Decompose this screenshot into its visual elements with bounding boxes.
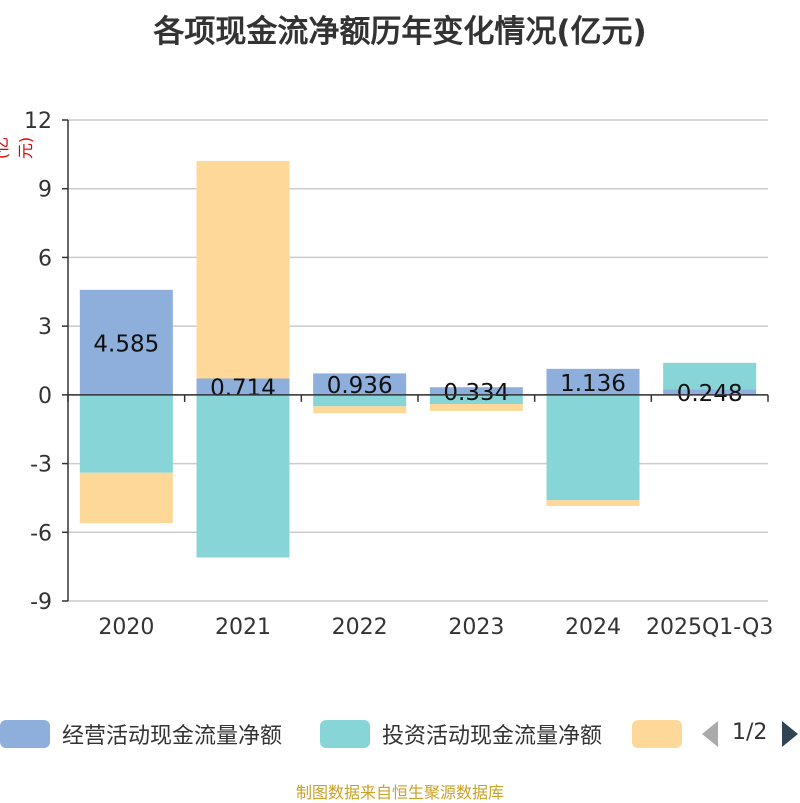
bar-investing [546,394,640,501]
y-tick-label: 6 [38,246,52,271]
y-tick-label: -3 [30,453,52,478]
data-label: 4.585 [93,331,159,357]
chart-title: 各项现金流净额历年变化情况(亿元) [153,14,647,50]
bar-investing [663,362,757,390]
bar-financing [429,404,523,411]
data-label: 1.136 [560,371,626,397]
x-tick-label: 2023 [448,615,504,640]
bar-operating [429,387,523,395]
bar-investing [79,394,173,473]
x-tick-label: 2020 [98,615,154,640]
legend: 经营活动现金流量净额 投资活动现金流量净额 [0,716,800,752]
data-label: 0.248 [677,381,743,407]
legend-swatch-investing [320,720,370,748]
bar-operating [79,289,173,395]
bar-operating [313,373,407,395]
data-label: 0.334 [443,380,509,406]
bar-investing [313,394,407,407]
bar-operating [546,368,640,395]
bar-operating [663,389,757,395]
legend-next-page-icon[interactable] [782,721,798,747]
bar-investing [429,394,523,405]
bar-operating [196,378,290,395]
bar-financing [196,160,290,379]
bar-investing [196,394,290,558]
bar-financing [313,406,407,414]
data-source-note: 制图数据来自恒生聚源数据库 [295,783,504,802]
legend-prev-page-icon[interactable] [702,721,718,747]
legend-swatch-financing [632,720,682,748]
legend-label-operating: 经营活动现金流量净额 [62,724,283,749]
y-tick-label: 0 [38,384,52,409]
x-tick-label: 2022 [332,615,388,640]
bar-financing [546,500,640,506]
legend-pager: 1/2 [700,716,800,752]
data-label: 0.714 [210,376,276,402]
x-tick-label: 2024 [565,615,621,640]
y-tick-label: 3 [38,315,52,340]
legend-label-investing: 投资活动现金流量净额 [382,724,603,749]
y-tick-label: 12 [24,109,52,134]
x-tick-label: 2021 [215,615,271,640]
legend-page-indicator: 1/2 [732,720,768,745]
legend-item-financing[interactable] [632,716,682,752]
bar-financing [79,472,173,524]
y-tick-label: -9 [30,590,52,615]
y-tick-label: -6 [30,521,52,546]
legend-swatch-operating [0,720,50,748]
chart-area: 129630-3-6-94.58520200.71420210.93620220… [24,109,773,640]
x-tick-label: 2025Q1-Q3 [646,615,773,640]
y-tick-label: 9 [38,178,52,203]
